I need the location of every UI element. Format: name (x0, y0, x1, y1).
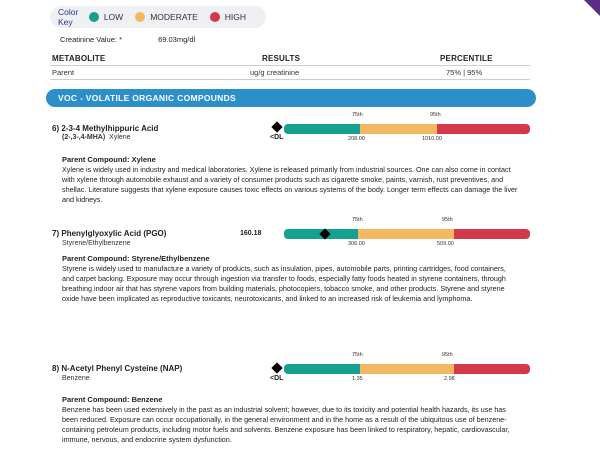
entry-name: N-Acetyl Phenyl Cysteine (NAP) (61, 364, 183, 373)
entry-number: 8) (52, 364, 60, 373)
entry-result: 160.18 (240, 230, 262, 237)
parent-compound-description: Styrene is widely used to manufacture a … (62, 264, 506, 303)
entry-result: <DL (270, 134, 284, 141)
high-dot-icon (209, 12, 220, 22)
p75-label: 75th (352, 112, 363, 118)
subheader-divider (50, 79, 530, 80)
color-key-moderate: MODERATE (135, 12, 198, 22)
metabolite-entry-6: 6) 2-3-4 Methylhippuric Acid (2-,3-,4-MH… (52, 112, 540, 224)
threshold-95: 509.00 (437, 241, 454, 247)
metabolite-subheader: Parent (52, 68, 75, 77)
entry-title: 6) 2-3-4 Methylhippuric Acid (52, 124, 158, 133)
creatinine-value: 69.03mg/dl (158, 35, 196, 44)
parent-compound-description: Benzene has been used extensively in the… (62, 405, 510, 444)
metabolite-entry-8: 8) N-Acetyl Phenyl Cysteine (NAP) Benzen… (52, 352, 540, 464)
entry-name: 2-3-4 Methylhippuric Acid (61, 124, 159, 133)
parent-compound-description: Xylene is widely used in industry and me… (62, 165, 518, 204)
p75-label: 75th (352, 352, 363, 358)
entry-subtitle: (2-,3-,4-MHA) Xylene (62, 134, 131, 141)
result-marker-icon (271, 362, 283, 374)
entry-parent: Styrene/Ethylbenzene (62, 240, 131, 247)
entry-number: 6) (52, 124, 60, 133)
color-key-low-label: LOW (103, 12, 124, 22)
high-segment (436, 124, 530, 134)
low-segment (284, 364, 361, 374)
moderate-dot-icon (135, 12, 146, 22)
threshold-75: 1.35 (352, 376, 363, 382)
metabolite-entry-7: 7) Phenylglyoxylic Acid (PGO) Styrene/Et… (52, 217, 540, 339)
threshold-95: 2.98 (444, 376, 455, 382)
p95-label: 95th (442, 217, 453, 223)
parent-compound-title: Parent Compound: Xylene (62, 155, 156, 164)
section-title-bar: VOC - VOLATILE ORGANIC COMPOUNDS (46, 89, 536, 107)
moderate-segment (357, 229, 454, 239)
color-key-high: HIGH (209, 12, 246, 22)
color-key: Color Key LOW MODERATE HIGH (50, 6, 266, 28)
moderate-segment (360, 364, 454, 374)
high-segment (453, 364, 530, 374)
entry-subtitle: Benzene (62, 375, 90, 382)
color-key-high-label: HIGH (224, 12, 246, 22)
results-subheader: ug/g creatinine (250, 68, 300, 77)
percentile-bar (284, 124, 530, 134)
threshold-95: 1010.00 (422, 136, 442, 142)
creatinine-row: Creatinine Value: * 69.03mg/dl (60, 35, 195, 44)
color-key-low: LOW (88, 12, 124, 22)
p75-label: 75th (352, 217, 363, 223)
percentile-bar (284, 364, 530, 374)
creatinine-label: Creatinine Value: * (60, 35, 122, 44)
parent-compound-title: Parent Compound: Benzene (62, 395, 163, 404)
entry-subtitle: Styrene/Ethylbenzene (62, 240, 131, 247)
p95-label: 95th (442, 352, 453, 358)
parent-compound-title: Parent Compound: Styrene/Ethylbenzene (62, 254, 210, 263)
p95-label: 95th (430, 112, 441, 118)
moderate-segment (360, 124, 437, 134)
header-divider (50, 65, 530, 66)
entry-parent: Benzene (62, 375, 90, 382)
result-marker-icon (271, 121, 283, 133)
low-segment (284, 124, 361, 134)
percentile-header: PERCENTILE (440, 54, 493, 63)
entry-parent: Xylene (109, 134, 131, 141)
entry-result: <DL (270, 375, 284, 382)
color-key-title: Color Key (58, 7, 79, 27)
percentile-subheader: 75% | 95% (446, 68, 483, 77)
threshold-75: 208.00 (348, 136, 365, 142)
entry-name: Phenylglyoxylic Acid (PGO) (61, 229, 167, 238)
threshold-75: 306.00 (348, 241, 365, 247)
entry-title: 7) Phenylglyoxylic Acid (PGO) (52, 229, 166, 238)
corner-accent (584, 0, 600, 16)
metabolite-header: METABOLITE (52, 54, 106, 63)
entry-title: 8) N-Acetyl Phenyl Cysteine (NAP) (52, 364, 182, 373)
color-key-moderate-label: MODERATE (150, 12, 198, 22)
entry-abbr: (2-,3-,4-MHA) (62, 134, 106, 141)
entry-number: 7) (52, 229, 60, 238)
results-header: RESULTS (262, 54, 301, 63)
low-dot-icon (88, 12, 99, 22)
high-segment (453, 229, 530, 239)
